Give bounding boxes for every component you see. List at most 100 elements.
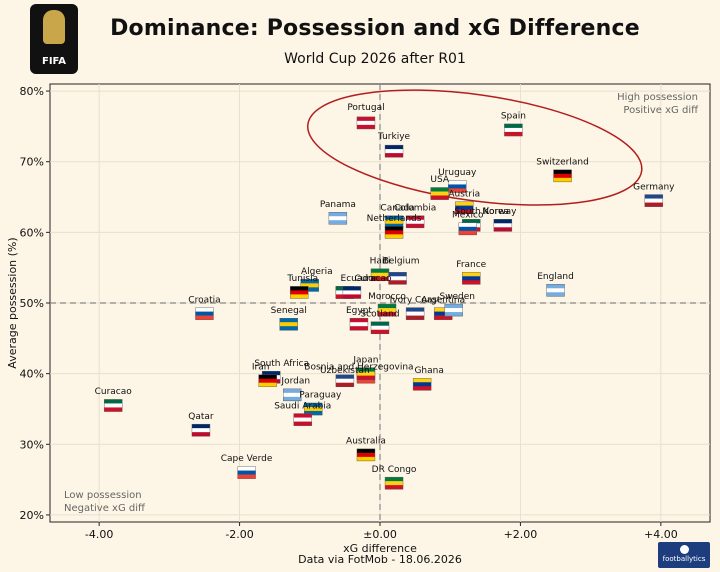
flag-marker-border [405,307,425,320]
flag-marker-brazil [342,294,361,299]
flag-marker-curacao [104,403,123,408]
flag-marker-tunisia [290,294,309,299]
flag-marker-uzbekistan [335,374,354,380]
team-label: Ecuador [341,274,378,284]
flag-marker-panama [328,212,347,217]
team-label: Australia [346,437,386,447]
quadrant-label-bottom-left: Low possession [64,490,142,501]
flag-marker-japan [356,371,375,376]
flag-marker-border [384,144,404,158]
flag-marker-uzbekistan [335,382,354,388]
flag-marker-croatia [195,315,214,320]
flag-marker-border [300,279,319,292]
flag-marker-border [103,399,123,412]
team-label: South Korea [455,207,510,217]
flag-marker-border [388,272,407,285]
team-label: Bosnia and Herzegovina [304,362,413,372]
flag-marker-uruguay [448,188,467,193]
y-tick-label: 70% [20,156,44,169]
flag-marker-senegal [279,318,298,323]
flag-marker-canada [385,219,404,225]
flag-marker-south-africa [262,371,281,376]
flag-marker-belgium [388,272,407,277]
flag-marker-border [237,466,256,479]
flag-marker-turkiye [385,145,404,150]
flag-marker-mexico [458,230,477,236]
flag-marker-morocco [378,312,397,317]
y-tick-label: 60% [20,226,44,239]
team-label: Morocco [368,292,406,302]
flag-marker-spain [504,127,523,133]
flag-marker-switzerland [553,177,572,183]
flag-marker-germany [644,202,663,207]
chart-title: Dominance: Possession and xG Difference [110,16,640,41]
quadrant-label-top-right: Positive xG diff [623,105,699,116]
flag-marker-egypt [349,322,368,327]
flag-marker-uruguay [448,184,467,189]
flag-marker-croatia [195,311,214,316]
flag-marker-france [462,272,481,277]
flag-marker-dr-congo [385,481,404,486]
flag-marker-portugal [356,124,375,130]
flag-marker-australia [356,452,375,458]
flag-marker-uzbekistan [335,378,354,384]
flag-marker-england [546,288,565,293]
team-label: Netherlands [367,214,422,224]
y-tick-label: 80% [20,85,44,98]
flag-marker-saudi-arabia [293,417,312,422]
flag-marker-dr-congo [385,485,404,490]
flag-marker-canada [385,215,404,221]
flag-marker-border [283,388,302,402]
flag-marker-switzerland [553,173,572,179]
flag-marker-usa [430,191,449,196]
team-label: Portugal [347,103,384,113]
x-axis-label: xG difference [343,542,417,555]
flag-marker-border [377,303,397,317]
team-label: Uzbekistan [320,366,370,376]
flag-marker-border [546,284,565,297]
flag-marker-jordan [283,392,302,398]
flag-marker-argentina [434,311,453,316]
flag-marker-usa [430,195,449,200]
flag-marker-paraguay [304,406,323,412]
flag-marker-border [342,286,362,299]
highlight-ellipse [307,89,643,206]
flag-marker-curacao [104,407,123,412]
flag-marker-border [412,378,432,391]
team-label: Croatia [188,295,220,305]
flag-marker-ghana [413,382,432,387]
flag-marker-mexico [458,222,477,228]
flag-marker-portugal [356,120,375,126]
flag-marker-border [384,476,404,490]
flag-marker-qatar [191,428,210,433]
flag-marker-border [356,116,376,130]
team-label: Iran [252,362,270,372]
team-label: Austria [448,189,480,199]
flag-marker-switzerland [553,169,572,175]
flag-marker-scotland [371,325,389,331]
team-label: Panama [320,200,356,210]
flag-marker-border [553,169,572,183]
flag-marker-cape-verde [237,474,256,479]
flag-marker-saudi-arabia [293,413,312,418]
y-tick-label: 50% [20,297,44,310]
flag-marker-netherlands [385,226,404,231]
flag-marker-tunisia [290,286,309,291]
flag-marker-paraguay [304,402,323,408]
team-label: Switzerland [536,158,589,168]
flag-marker-border [356,367,376,380]
team-label: Curacao [354,274,392,284]
flag-marker-senegal [279,326,298,331]
flag-marker-border [356,448,376,462]
flag-marker-border [279,317,298,331]
team-label: Turkiye [377,132,411,142]
flag-marker-mexico [458,226,477,232]
flag-marker-ivory-coast [406,307,425,312]
flag-marker-ivory-coast [406,311,425,316]
team-label: Cape Verde [221,454,273,464]
team-label: Haiti [370,256,391,266]
flag-marker-border [455,201,474,214]
flag-marker-senegal [279,322,298,327]
flag-marker-jordan [283,396,302,402]
flag-marker-norway [493,219,512,224]
